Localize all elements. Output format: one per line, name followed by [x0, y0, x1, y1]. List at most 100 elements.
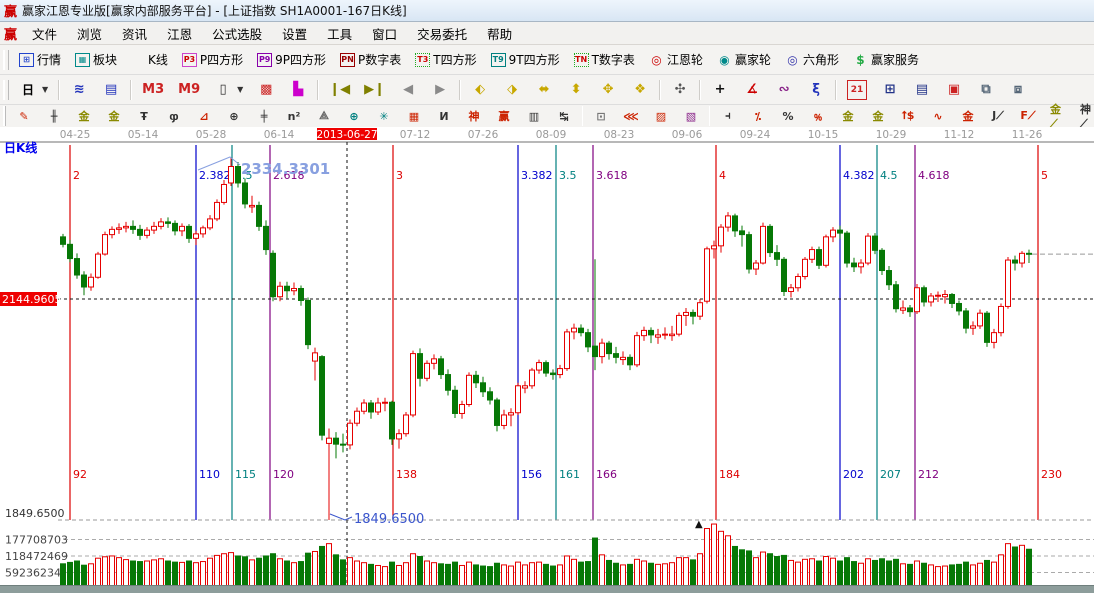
export-pc-button[interactable]: ⧉	[971, 78, 1001, 102]
fibo-f-button[interactable]: Ŧ	[130, 106, 158, 127]
gold-ratio-1-button[interactable]: 金	[70, 106, 98, 127]
win-grid-button[interactable]: 赢	[490, 106, 518, 127]
menu-item-9[interactable]: 帮助	[487, 26, 513, 42]
theme-button[interactable]: ▩	[251, 78, 281, 102]
menu-item-4[interactable]: 公式选股	[212, 26, 263, 42]
expand-v-button[interactable]: ⬍	[561, 78, 591, 102]
histogram-button[interactable]: ▙	[283, 78, 313, 102]
gann-top-label: 5	[1041, 169, 1048, 182]
span-arrows-button[interactable]: ↹	[550, 106, 578, 127]
candle-body	[557, 368, 563, 376]
candle-body	[627, 356, 633, 366]
t-square-button[interactable]: T3 T四方形	[409, 48, 482, 71]
menu-item-6[interactable]: 工具	[327, 26, 353, 42]
n-square-button[interactable]: n²	[280, 106, 308, 127]
fit-all-button[interactable]: ❖	[625, 78, 655, 102]
gold-angle-button[interactable]: 金	[954, 106, 982, 127]
shade-box-button[interactable]: ▨	[647, 106, 675, 127]
minute-9-button[interactable]: M9	[172, 78, 206, 102]
period-selector[interactable]: 日 ▼	[13, 78, 54, 102]
f-angle-button[interactable]: F⟋	[1014, 106, 1042, 127]
pattern-tool-button[interactable]: ∾	[769, 78, 799, 102]
candle-style-button[interactable]: ▯ ▼	[208, 78, 249, 102]
save-button[interactable]: ▣	[939, 78, 969, 102]
cycle-lines-button[interactable]: ╪	[250, 106, 278, 127]
j-angle-button[interactable]: J⟋	[984, 106, 1012, 127]
menu-item-2[interactable]: 资讯	[122, 26, 148, 42]
fan-rays-button[interactable]: ⋘	[617, 106, 645, 127]
cross-net-button[interactable]: ▧	[677, 106, 705, 127]
calendar-button[interactable]: 21	[841, 77, 873, 103]
go-first-button[interactable]: ❙◀	[323, 78, 356, 102]
expand-all-button[interactable]: ✥	[593, 78, 623, 102]
prev-bar-button[interactable]: ◀	[393, 78, 423, 102]
menu-item-0[interactable]: 文件	[32, 26, 58, 42]
kline-button[interactable]: K线	[125, 48, 174, 71]
angle-tool-button[interactable]: ∡	[737, 78, 767, 102]
go-last-button[interactable]: ▶❙	[358, 78, 391, 102]
kline-chart[interactable]: 04-25 05-14 05-28 06-14 2013-06-27 07-12 07-26…	[0, 127, 1094, 592]
notepad-button[interactable]: ▤	[907, 78, 937, 102]
price-flag-button[interactable]: ⭡$	[894, 106, 922, 127]
menu-item-1[interactable]: 浏览	[77, 26, 103, 42]
winner-wheel-button[interactable]: ◉ 赢家轮	[711, 48, 777, 71]
spiral-button[interactable]: ჶ	[160, 106, 188, 127]
list-doc-button[interactable]: ▤	[96, 78, 126, 102]
pan-right-button[interactable]: ⬗	[497, 78, 527, 102]
gold-ratio-2-button[interactable]: 金	[100, 106, 128, 127]
p-digit-table-button[interactable]: PN P数字表	[334, 48, 407, 71]
remote-pc-button[interactable]: ⧈	[1003, 78, 1033, 102]
9p-square-button[interactable]: P9 9P四方形	[251, 48, 332, 71]
menu-item-7[interactable]: 窗口	[372, 26, 398, 42]
arc-tool-button[interactable]: ∿	[924, 106, 952, 127]
next-bar-button[interactable]: ▶	[425, 78, 455, 102]
net-chart-button[interactable]: ≋	[64, 78, 94, 102]
target-circle-button[interactable]: ⊕	[340, 106, 368, 127]
chart-area[interactable]: 04-25 05-14 05-28 06-14 2013-06-27 07-12 07-26…	[0, 127, 1094, 592]
percent-line-button[interactable]: ﹪	[804, 106, 832, 127]
scale-bars-button[interactable]: ⫞	[714, 106, 742, 127]
menu-item-5[interactable]: 设置	[282, 26, 308, 42]
p-square-button[interactable]: P3 P四方形	[176, 48, 249, 71]
menu-item-8[interactable]: 交易委托	[417, 26, 468, 42]
volume-bar	[781, 554, 787, 590]
percent-angle-button[interactable]: ⁒	[744, 106, 772, 127]
trend-angle-button[interactable]: ⟁	[310, 106, 338, 127]
title-bar[interactable]: 赢 赢家江恩专业版[赢家内部服务平台] - [上证指数 SH1A0001-167…	[0, 0, 1094, 22]
expand-h-button[interactable]: ⬌	[529, 78, 559, 102]
sectors-button[interactable]: ▦ 板块	[69, 48, 123, 71]
star-burst-button[interactable]: ✳	[370, 106, 398, 127]
gold-lines-button[interactable]: 金	[864, 106, 892, 127]
wave-mark-button[interactable]: И	[430, 106, 458, 127]
gann-circle-button[interactable]: ⊕	[220, 106, 248, 127]
jin-angle-button[interactable]: 金⟋	[1044, 103, 1072, 130]
menu-item-3[interactable]: 江恩	[167, 26, 193, 42]
gann-wheel-button[interactable]: ◎ 江恩轮	[643, 48, 709, 71]
pan-left-button[interactable]: ⬖	[465, 78, 495, 102]
shen-grid-button[interactable]: 神	[460, 106, 488, 127]
minute-3-button[interactable]: M3	[136, 78, 170, 102]
gold-circle-button[interactable]: 金	[834, 106, 862, 127]
winner-wheel-icon: ◉	[719, 52, 730, 67]
winner-service-button[interactable]: $ 赢家服务	[847, 48, 925, 71]
candle-body	[704, 248, 710, 302]
ai-brain-button[interactable]: ξ	[801, 78, 831, 102]
percent-button[interactable]: %	[774, 106, 802, 127]
grid-123-button[interactable]: ▥	[520, 106, 548, 127]
quotes-button[interactable]: ⊞ 行情	[13, 48, 67, 71]
crosshair-button[interactable]: +	[705, 78, 735, 102]
pan-hand-button[interactable]: ✣	[665, 78, 695, 102]
angle-pen-button[interactable]: ⊿	[190, 106, 218, 127]
box-tool-button[interactable]: ⊡	[587, 106, 615, 127]
bottom-scroll-strip[interactable]	[0, 585, 1094, 593]
hexagon-button[interactable]: ◎ 六角形	[779, 48, 845, 71]
net-grid-button[interactable]: ▦	[400, 106, 428, 127]
time-ruler-button[interactable]: ╫	[40, 106, 68, 127]
pen-button[interactable]: ✎	[10, 106, 38, 127]
toolbar-separator	[699, 79, 702, 100]
9t-square-button[interactable]: T9 9T四方形	[485, 48, 566, 71]
shen-angle-button[interactable]: 神⟋	[1074, 103, 1094, 130]
t-digit-table-button[interactable]: TN T数字表	[568, 48, 641, 71]
calculator-button[interactable]: ⊞	[875, 78, 905, 102]
gold-lines-icon: 金	[872, 110, 884, 123]
